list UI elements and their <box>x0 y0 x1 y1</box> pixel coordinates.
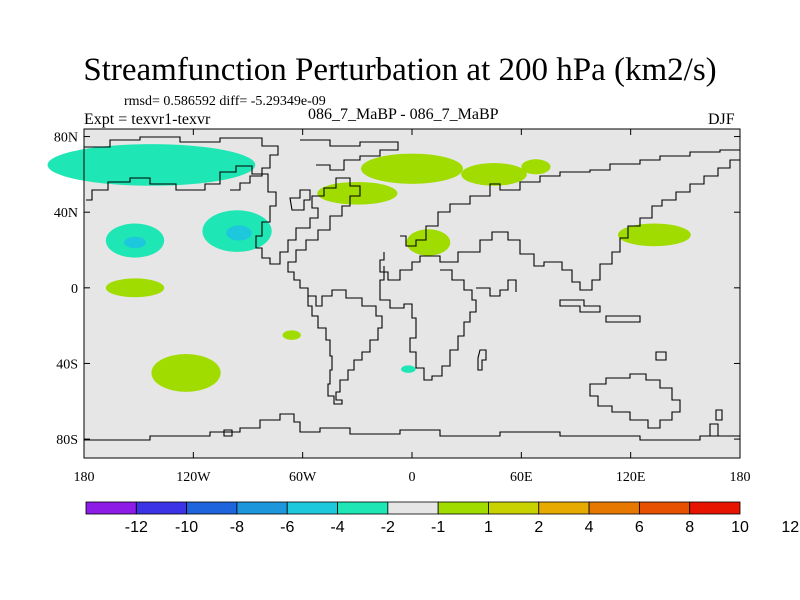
colorbar-label-12: 10 <box>731 519 749 536</box>
colorbar-swatch-1 <box>135 501 188 515</box>
y-tick-label-4: 80S <box>56 433 78 448</box>
colorbar-swatch-10 <box>588 501 640 515</box>
coastlines <box>84 136 740 441</box>
anomaly-contour-11 <box>617 223 691 247</box>
colorbar-label-4: -4 <box>330 519 344 536</box>
coastline-australia <box>589 373 681 429</box>
colorbar-label-1: -10 <box>175 519 198 536</box>
colorbar-label-10: 6 <box>635 519 644 536</box>
anomaly-contour-2 <box>124 236 146 249</box>
colorbar-label-11: 8 <box>685 519 694 536</box>
colorbar-label-0: -12 <box>125 519 148 536</box>
coastline-madagascar <box>477 349 487 371</box>
x-tick-label-6: 180 <box>730 470 751 485</box>
colorbar-swatch-12 <box>689 501 741 515</box>
colorbar-label-3: -6 <box>280 519 294 536</box>
experiment-runs: 086_7_MaBP - 086_7_MaBP <box>308 106 499 123</box>
x-tick-label-5: 120E <box>616 470 646 485</box>
coastline-arctic-islands <box>300 139 399 171</box>
anomaly-contour-14 <box>401 365 416 373</box>
anomaly-contour-5 <box>105 278 165 298</box>
anomaly-contour-9 <box>521 159 551 175</box>
colorbar-label-6: -1 <box>431 519 445 536</box>
colorbar-label-5: -2 <box>381 519 395 536</box>
colorbar-swatch-6 <box>387 501 439 515</box>
y-tick-label-1: 40N <box>54 206 78 221</box>
coastline-arabia <box>476 279 517 297</box>
colorbar-swatch-0 <box>85 501 137 515</box>
coastline-antarctic-island <box>223 429 233 437</box>
coastline-eurasia <box>400 149 740 247</box>
y-tick-label-3: 40S <box>56 357 78 372</box>
y-tick-label-2: 0 <box>71 282 78 297</box>
colorbar-label-13: 12 <box>781 519 799 536</box>
coastline-greenland <box>84 136 279 191</box>
x-axis-ticks: 180 120W 60W 0 60E 120E 180 <box>74 129 751 485</box>
chart-title: Streamfunction Perturbation at 200 hPa (… <box>83 52 717 88</box>
y-tick-label-0: 80N <box>54 131 78 146</box>
anomaly-contour-0 <box>47 144 256 186</box>
colorbar-label-7: 1 <box>484 519 493 536</box>
coastline-antarctica <box>84 413 740 441</box>
coastline-hudson-bay <box>289 189 311 211</box>
colorbar-swatch-3 <box>236 501 288 515</box>
plot-frame <box>83 128 741 459</box>
colorbar-swatch-5 <box>337 501 389 515</box>
anomaly-contour-6 <box>317 181 398 205</box>
coastline-africa <box>379 266 477 381</box>
colorbar-label-2: -8 <box>230 519 244 536</box>
colorbar: -10 -8 -6 -4 -2 -1 1 2 4 6 8 10-12 12 <box>85 501 799 536</box>
x-tick-label-0: 180 <box>74 470 95 485</box>
x-tick-label-4: 60E <box>510 470 533 485</box>
anomaly-contour-8 <box>461 163 527 186</box>
colorbar-swatch-4 <box>286 501 338 515</box>
anomaly-contour-4 <box>226 225 252 241</box>
x-tick-label-3: 0 <box>409 470 416 485</box>
colorbar-label-9: 4 <box>585 519 594 536</box>
anomaly-contour-7 <box>360 153 464 184</box>
colorbar-swatch-11 <box>638 501 691 515</box>
colorbar-swatch-9 <box>538 501 590 515</box>
anomaly-contour-13 <box>282 330 301 340</box>
y-axis-ticks: 80N 40N 0 40S 80S <box>54 131 740 448</box>
experiment-label: Expt = texvr1-texvr <box>84 111 211 128</box>
colorbar-swatch-8 <box>488 501 540 515</box>
x-tick-label-2: 60W <box>289 470 317 485</box>
anomaly-layer <box>47 144 691 392</box>
coastline-south-america <box>307 289 383 405</box>
coastline-pacific-islands <box>655 351 667 361</box>
rmsd-diff-stats: rmsd= 0.586592 diff= -5.29349e-09 <box>124 94 326 109</box>
colorbar-swatch-2 <box>186 501 238 515</box>
season-label: DJF <box>708 111 735 128</box>
coastline-europe-west <box>379 159 740 291</box>
x-tick-label-1: 120W <box>176 470 211 485</box>
coastline-north-america <box>86 165 361 296</box>
anomaly-contour-12 <box>151 354 221 392</box>
anomaly-contour-10 <box>406 229 451 256</box>
colorbar-label-8: 2 <box>534 519 543 536</box>
coastline-indonesia <box>559 299 641 323</box>
colorbar-swatch-7 <box>437 501 489 515</box>
